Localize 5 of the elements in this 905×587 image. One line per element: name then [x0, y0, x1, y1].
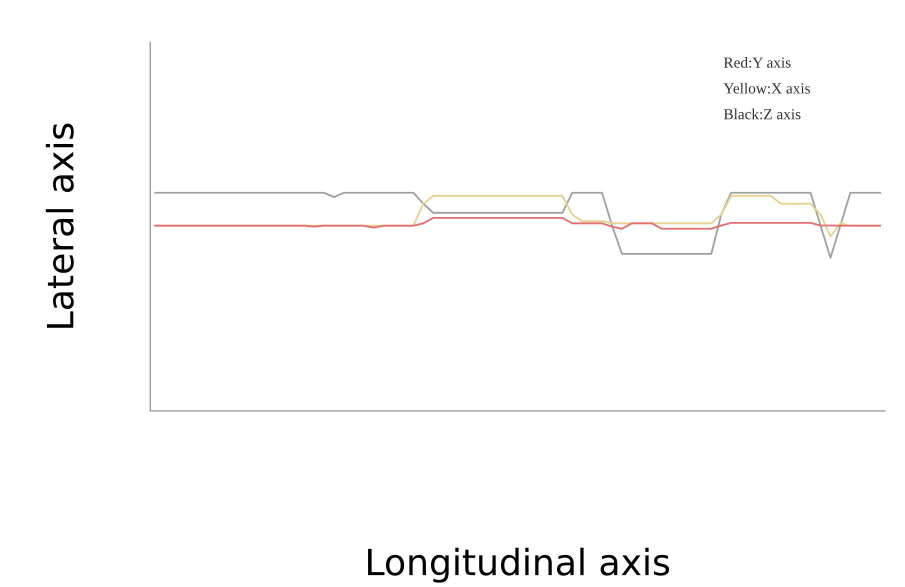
x-axis-title: Longitudinal axis	[368, 548, 670, 583]
text: Black:Z axis	[724, 108, 801, 120]
text: Yellow:X axis	[724, 82, 810, 94]
y-axis-title: Lateral axis	[46, 124, 74, 328]
text: Red:Y axis	[724, 57, 791, 68]
